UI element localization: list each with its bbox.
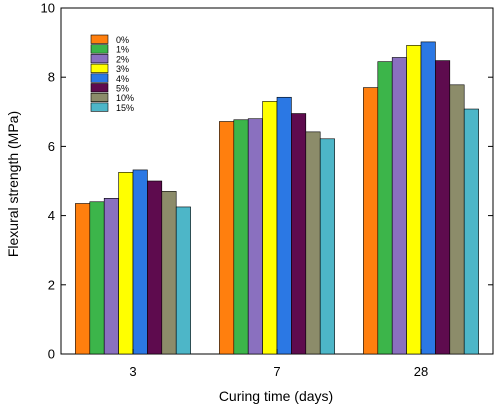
bar-0pct-day-28 (363, 87, 379, 355)
y-axis: 0 2 4 6 8 10 (41, 1, 493, 362)
bar-10pct-day-28 (449, 84, 465, 355)
x-tick-label: 7 (273, 364, 280, 379)
x-tick-label: 28 (414, 364, 428, 379)
bar-3pct-day-28 (406, 45, 422, 355)
bar-0pct-day-7 (219, 121, 235, 355)
bar-15pct-day-3 (175, 206, 191, 355)
bar-5pct-day-7 (291, 113, 307, 355)
y-tick-label: 0 (48, 347, 55, 362)
legend-swatch (90, 63, 109, 73)
y-tick-label: 2 (48, 277, 55, 292)
bars-group (75, 41, 479, 355)
bar-3pct-day-7 (262, 101, 278, 355)
bar-2pct-day-7 (247, 118, 263, 355)
legend-swatch (90, 73, 109, 83)
y-tick-label: 8 (48, 70, 55, 85)
bar-5pct-day-28 (435, 60, 451, 355)
legend-label: 5% (116, 84, 129, 94)
legend-label: 1% (116, 45, 129, 55)
y-tick-label: 10 (41, 1, 55, 16)
legend-label: 4% (116, 74, 129, 84)
bar-15pct-day-28 (463, 108, 479, 355)
legend-swatch (90, 44, 109, 54)
legend-label: 2% (116, 54, 129, 64)
y-axis-title: Flexural strength (MPa) (5, 111, 21, 257)
bar-5pct-day-3 (147, 180, 163, 355)
legend-swatch (90, 54, 109, 64)
legend-label: 15% (116, 103, 134, 113)
bar-4pct-day-3 (132, 169, 148, 355)
bar-1pct-day-28 (377, 61, 393, 355)
bar-4pct-day-28 (420, 41, 436, 355)
legend-label: 3% (116, 64, 129, 74)
bar-10pct-day-7 (305, 131, 321, 355)
bar-1pct-day-7 (233, 119, 249, 355)
legend-swatch (90, 102, 109, 112)
y-tick-label: 4 (48, 208, 55, 223)
bar-2pct-day-28 (391, 57, 407, 355)
bar-4pct-day-7 (276, 96, 292, 355)
bar-10pct-day-3 (161, 191, 177, 355)
legend-label: 10% (116, 93, 134, 103)
legend-swatch (90, 34, 109, 44)
legend-label: 0% (116, 35, 129, 45)
legend-swatch (90, 92, 109, 102)
bar-0pct-day-3 (75, 203, 91, 355)
x-axis-title: Curing time (days) (219, 388, 333, 404)
bar-2pct-day-3 (103, 198, 119, 355)
y-tick-label: 6 (48, 139, 55, 154)
x-axis: 3 7 28 (129, 349, 428, 379)
legend-swatch (90, 83, 109, 93)
bar-15pct-day-7 (319, 138, 335, 355)
bar-1pct-day-3 (89, 201, 105, 355)
legend: 0%1%2%3%4%5%10%15% (90, 34, 134, 113)
bar-3pct-day-3 (118, 172, 134, 355)
x-tick-label: 3 (129, 364, 136, 379)
